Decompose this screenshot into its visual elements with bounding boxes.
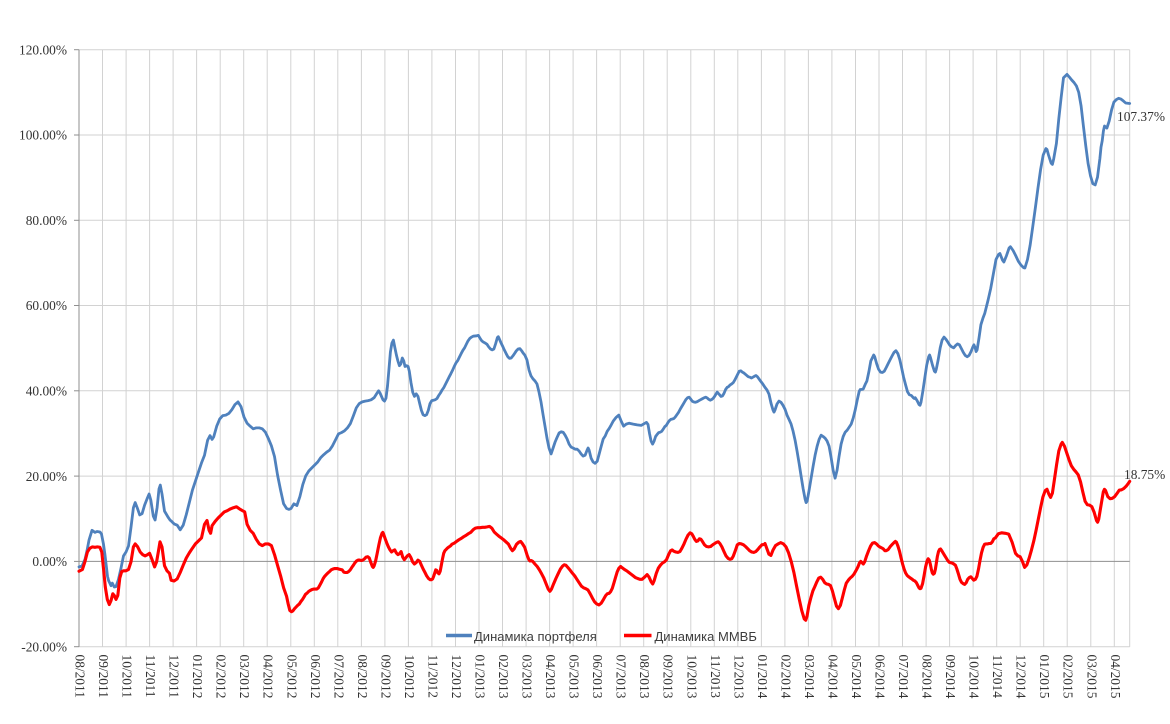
svg-text:12/2012: 12/2012 xyxy=(449,655,464,699)
svg-text:11/2012: 11/2012 xyxy=(425,655,440,698)
svg-text:05/2012: 05/2012 xyxy=(284,655,299,699)
svg-text:03/2014: 03/2014 xyxy=(802,655,817,699)
svg-text:04/2015: 04/2015 xyxy=(1108,655,1123,699)
svg-text:01/2012: 01/2012 xyxy=(190,655,205,699)
svg-text:03/2015: 03/2015 xyxy=(1084,655,1099,699)
svg-text:07/2013: 07/2013 xyxy=(614,655,629,699)
svg-text:120.00%: 120.00% xyxy=(19,42,67,57)
svg-text:08/2011: 08/2011 xyxy=(73,655,88,698)
svg-text:06/2013: 06/2013 xyxy=(590,655,605,699)
svg-text:07/2014: 07/2014 xyxy=(896,655,911,699)
svg-text:40.00%: 40.00% xyxy=(26,384,67,399)
svg-text:04/2014: 04/2014 xyxy=(825,655,840,699)
svg-text:02/2013: 02/2013 xyxy=(496,655,511,699)
svg-text:11/2011: 11/2011 xyxy=(143,655,158,698)
svg-text:04/2013: 04/2013 xyxy=(543,655,558,699)
svg-text:08/2014: 08/2014 xyxy=(920,655,935,699)
svg-text:09/2013: 09/2013 xyxy=(661,655,676,699)
svg-text:107.37%: 107.37% xyxy=(1117,109,1165,124)
svg-text:80.00%: 80.00% xyxy=(26,213,67,228)
svg-text:02/2015: 02/2015 xyxy=(1061,655,1076,699)
svg-text:11/2014: 11/2014 xyxy=(990,655,1005,699)
svg-text:0.00%: 0.00% xyxy=(32,554,67,569)
svg-text:01/2013: 01/2013 xyxy=(473,655,488,699)
svg-text:12/2011: 12/2011 xyxy=(167,655,182,698)
svg-text:01/2015: 01/2015 xyxy=(1037,655,1052,699)
svg-text:02/2014: 02/2014 xyxy=(778,655,793,699)
svg-text:08/2012: 08/2012 xyxy=(355,655,370,699)
svg-text:05/2013: 05/2013 xyxy=(567,655,582,699)
svg-text:09/2014: 09/2014 xyxy=(943,655,958,699)
svg-text:11/2013: 11/2013 xyxy=(708,655,723,699)
svg-text:09/2012: 09/2012 xyxy=(378,655,393,699)
svg-text:10/2014: 10/2014 xyxy=(967,655,982,699)
svg-text:08/2013: 08/2013 xyxy=(637,655,652,699)
svg-text:05/2014: 05/2014 xyxy=(849,655,864,699)
svg-text:Динамика портфеля: Динамика портфеля xyxy=(474,629,597,644)
svg-text:03/2012: 03/2012 xyxy=(237,655,252,699)
svg-text:10/2012: 10/2012 xyxy=(402,655,417,699)
svg-text:10/2011: 10/2011 xyxy=(120,655,135,698)
svg-text:60.00%: 60.00% xyxy=(26,298,67,313)
svg-text:18.75%: 18.75% xyxy=(1124,467,1165,482)
svg-text:03/2013: 03/2013 xyxy=(520,655,535,699)
svg-text:06/2012: 06/2012 xyxy=(308,655,323,699)
svg-text:12/2014: 12/2014 xyxy=(1014,655,1029,699)
svg-text:Динамика ММВБ: Динамика ММВБ xyxy=(655,629,757,644)
svg-text:06/2014: 06/2014 xyxy=(873,655,888,699)
svg-text:04/2012: 04/2012 xyxy=(261,655,276,699)
svg-text:-20.00%: -20.00% xyxy=(21,639,67,654)
svg-text:09/2011: 09/2011 xyxy=(96,655,111,698)
svg-text:12/2013: 12/2013 xyxy=(731,655,746,699)
svg-text:10/2013: 10/2013 xyxy=(684,655,699,699)
svg-text:02/2012: 02/2012 xyxy=(214,655,229,699)
svg-text:100.00%: 100.00% xyxy=(19,128,67,143)
svg-text:20.00%: 20.00% xyxy=(26,469,67,484)
svg-text:07/2012: 07/2012 xyxy=(331,655,346,699)
svg-text:01/2014: 01/2014 xyxy=(755,655,770,699)
